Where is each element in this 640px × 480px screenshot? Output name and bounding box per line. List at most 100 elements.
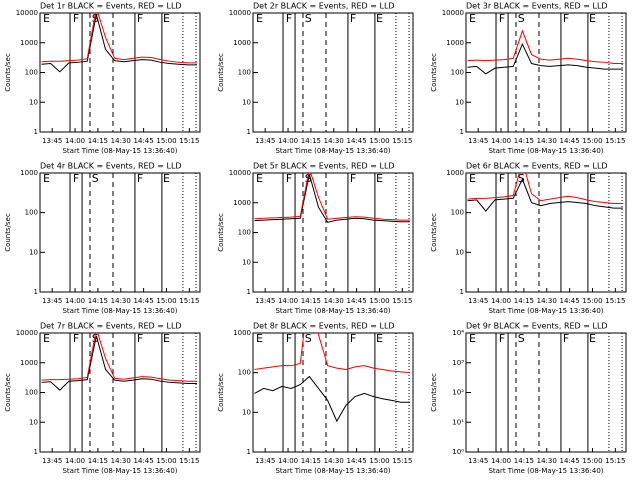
x-tick-label: 14:30 xyxy=(537,137,557,145)
y-tick-label: 1 xyxy=(34,288,38,296)
panel-title: Det 7r BLACK = Events, RED = LLD xyxy=(40,322,182,331)
event-label: F xyxy=(499,332,505,345)
data-line xyxy=(467,173,623,205)
y-tick-label: 1 xyxy=(34,128,38,136)
event-label: S xyxy=(518,12,525,25)
x-tick-label: 15:15 xyxy=(605,137,625,145)
event-label: F xyxy=(499,172,505,185)
event-label: S xyxy=(518,172,525,185)
y-axis-label: Counts/sec xyxy=(4,53,12,92)
x-tick-label: 15:00 xyxy=(156,457,176,465)
panel-title: Det 3r BLACK = Events, RED = LLD xyxy=(466,2,608,11)
x-tick-label: 15:00 xyxy=(369,457,389,465)
y-tick-label: 100 xyxy=(25,209,38,217)
plot-frame xyxy=(252,172,414,293)
data-line xyxy=(41,335,197,391)
x-tick-label: 14:00 xyxy=(278,457,298,465)
event-label: E xyxy=(469,332,476,345)
data-line xyxy=(467,29,623,65)
x-tick-label: 15:00 xyxy=(582,137,602,145)
data-line xyxy=(467,42,623,75)
data-line xyxy=(41,333,197,382)
x-axis-label: Start Time (08-May-15 13:36:40) xyxy=(62,147,177,155)
event-label: S xyxy=(92,172,99,185)
x-tick-label: 15:00 xyxy=(156,297,176,305)
panel-title: Det 8r BLACK = Events, RED = LLD xyxy=(253,322,395,331)
event-label: F xyxy=(137,12,143,25)
event-label: F xyxy=(137,172,143,185)
x-tick-label: 14:45 xyxy=(134,297,154,305)
event-label: E xyxy=(376,172,383,185)
event-label: F xyxy=(350,172,356,185)
event-label: F xyxy=(563,332,569,345)
x-tick-label: 13:45 xyxy=(42,297,62,305)
x-tick-label: 14:15 xyxy=(514,137,534,145)
data-line xyxy=(254,173,410,221)
x-tick-label: 14:00 xyxy=(65,137,85,145)
plot-frame xyxy=(39,172,201,293)
y-axis-label: Counts/sec xyxy=(430,373,438,412)
x-axis-label: Start Time (08-May-15 13:36:40) xyxy=(488,307,603,315)
x-tick-label: 13:45 xyxy=(255,297,275,305)
x-tick-label: 14:45 xyxy=(347,137,367,145)
panel-title: Det 4r BLACK = Events, RED = LLD xyxy=(40,162,182,171)
x-tick-label: 14:45 xyxy=(347,457,367,465)
event-label: E xyxy=(376,332,383,345)
y-tick-label: 10¹ xyxy=(452,418,464,426)
y-tick-label: 10 xyxy=(455,98,464,106)
event-label: F xyxy=(499,12,505,25)
x-tick-label: 14:15 xyxy=(88,297,108,305)
event-label: E xyxy=(43,12,50,25)
y-axis-label: Counts/sec xyxy=(4,213,12,252)
y-tick-label: 100 xyxy=(238,69,251,77)
y-tick-label: 1000 xyxy=(20,39,38,47)
y-axis-label: Counts/sec xyxy=(217,213,225,252)
x-tick-label: 15:15 xyxy=(392,457,412,465)
x-axis-label: Start Time (08-May-15 13:36:40) xyxy=(62,467,177,475)
y-tick-label: 1000 xyxy=(233,199,251,207)
y-tick-label: 1 xyxy=(247,288,251,296)
event-label: F xyxy=(350,332,356,345)
x-tick-label: 14:30 xyxy=(111,297,131,305)
x-tick-label: 14:45 xyxy=(560,137,580,145)
event-label: F xyxy=(73,12,79,25)
x-tick-label: 15:15 xyxy=(179,457,199,465)
y-tick-label: 100 xyxy=(451,69,464,77)
event-label: F xyxy=(350,12,356,25)
y-tick-label: 10² xyxy=(452,389,464,397)
x-axis-label: Start Time (08-May-15 13:36:40) xyxy=(275,467,390,475)
y-axis-label: Counts/sec xyxy=(430,213,438,252)
y-tick-label: 10 xyxy=(242,98,251,106)
data-line xyxy=(467,177,623,212)
x-tick-label: 14:30 xyxy=(111,457,131,465)
x-tick-label: 14:45 xyxy=(347,297,367,305)
event-label: F xyxy=(286,172,292,185)
x-tick-label: 13:45 xyxy=(255,457,275,465)
x-tick-label: 14:15 xyxy=(301,457,321,465)
x-axis-label: Start Time (08-May-15 13:36:40) xyxy=(488,147,603,155)
y-tick-label: 10000 xyxy=(442,9,464,17)
event-label: E xyxy=(43,332,50,345)
x-tick-label: 15:15 xyxy=(605,297,625,305)
x-tick-label: 14:15 xyxy=(301,137,321,145)
y-tick-label: 10⁴ xyxy=(452,329,464,337)
x-tick-label: 14:30 xyxy=(537,297,557,305)
x-tick-label: 14:15 xyxy=(301,297,321,305)
event-label: E xyxy=(163,172,170,185)
x-tick-label: 15:00 xyxy=(582,297,602,305)
y-axis-label: Counts/sec xyxy=(4,373,12,412)
panel-title: Det 5r BLACK = Events, RED = LLD xyxy=(253,162,395,171)
panel: Det 6r BLACK = Events, RED = LLD 1 10 100 10… xyxy=(430,162,627,315)
panel: Det 7r BLACK = Events, RED = LLD 1 10 100 10… xyxy=(4,322,201,475)
event-label: E xyxy=(256,12,263,25)
x-tick-label: 15:15 xyxy=(605,457,625,465)
x-tick-label: 14:00 xyxy=(65,457,85,465)
event-label: E xyxy=(469,172,476,185)
event-label: E xyxy=(589,332,596,345)
y-tick-label: 1000 xyxy=(20,169,38,177)
x-tick-label: 14:45 xyxy=(560,297,580,305)
panel: Det 2r BLACK = Events, RED = LLD 1 10 100 10… xyxy=(217,2,414,155)
event-label: F xyxy=(563,12,569,25)
x-tick-label: 14:45 xyxy=(560,457,580,465)
plot-frame xyxy=(39,332,201,453)
